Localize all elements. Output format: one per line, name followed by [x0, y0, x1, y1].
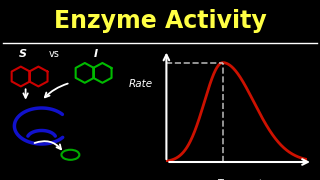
Text: I: I	[94, 49, 98, 59]
Text: Rate: Rate	[129, 79, 153, 89]
Text: vs: vs	[49, 49, 60, 59]
Text: S: S	[19, 49, 27, 59]
Text: Temperature: Temperature	[217, 179, 279, 180]
Text: Enzyme Activity: Enzyme Activity	[54, 9, 266, 33]
